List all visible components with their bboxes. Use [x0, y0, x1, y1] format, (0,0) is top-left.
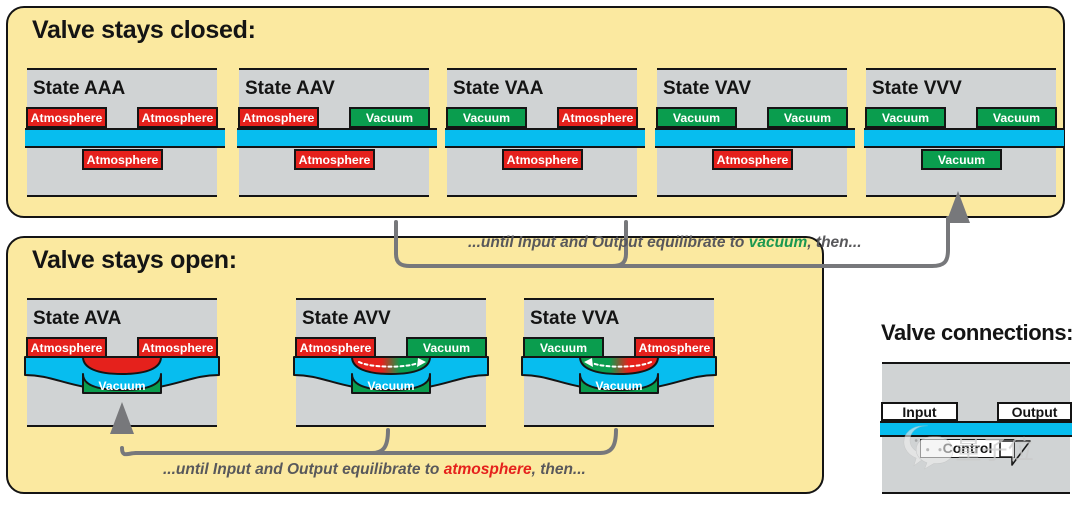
svg-text:量子位: 量子位: [955, 435, 1033, 465]
